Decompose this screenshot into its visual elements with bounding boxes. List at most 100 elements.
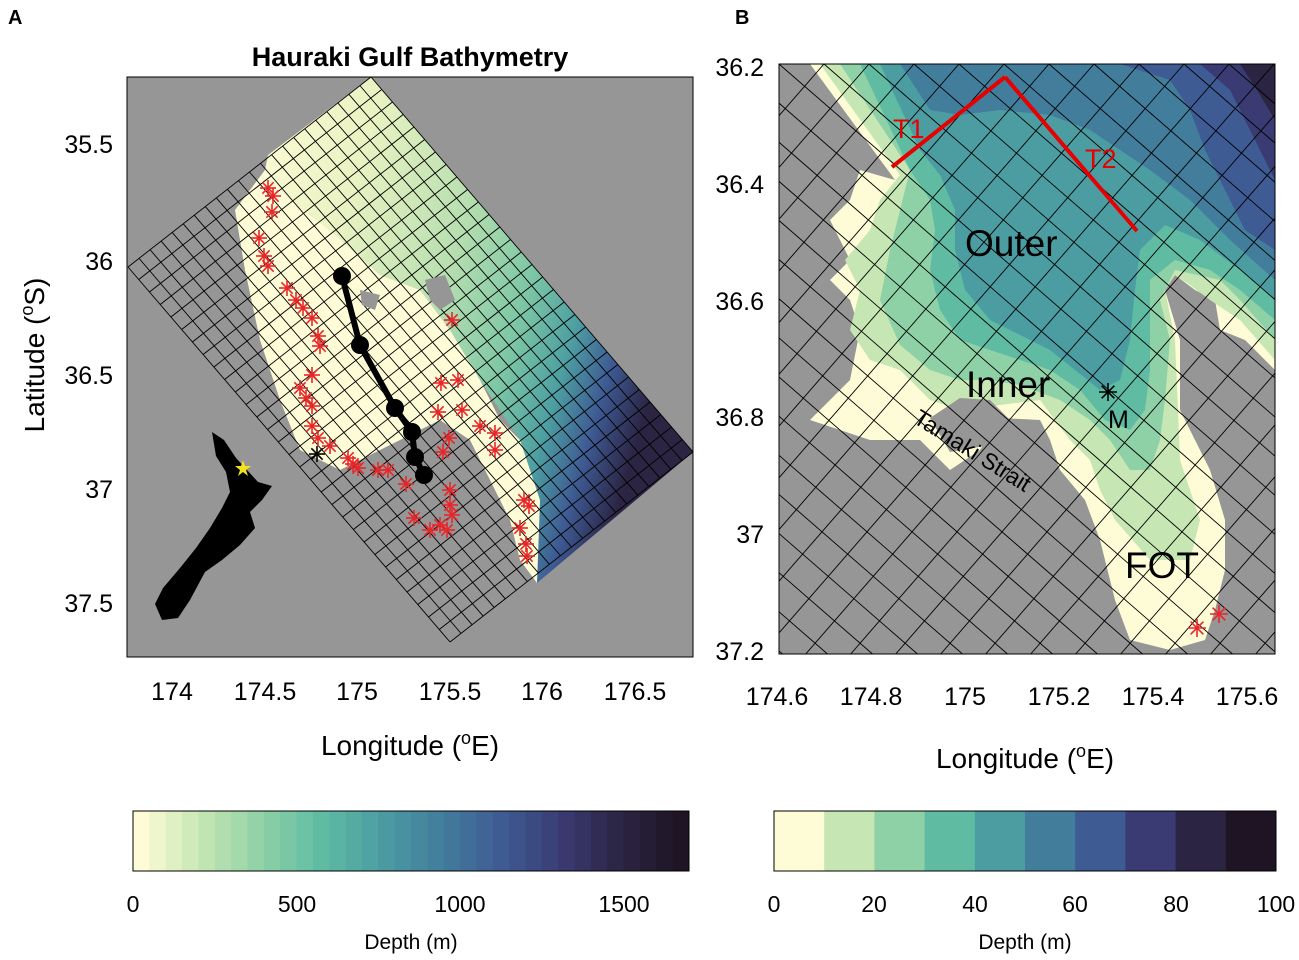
label-inner: Inner xyxy=(966,364,1050,405)
label-t2: T2 xyxy=(1085,144,1117,174)
asterisk-marker xyxy=(398,476,414,492)
asterisk-marker xyxy=(435,444,451,460)
x-tick-label: 174.8 xyxy=(840,683,903,711)
grid-line xyxy=(779,64,1185,531)
asterisk-marker xyxy=(1099,383,1117,401)
grid-line xyxy=(1093,64,1275,222)
grid-line xyxy=(374,364,619,555)
grid-line xyxy=(417,414,662,605)
yellow-star-marker xyxy=(235,460,251,476)
new-zealand-inset xyxy=(155,432,272,620)
grid-line xyxy=(1030,372,1275,654)
colorbar-swatch xyxy=(182,811,199,871)
x-tick-label: 175.2 xyxy=(1028,683,1091,711)
colorbar-swatch xyxy=(1175,811,1227,871)
y-axis-a-title: Latitude (oS) xyxy=(17,278,50,433)
colorbar-swatch xyxy=(924,811,976,871)
colorbar-swatch xyxy=(394,811,412,871)
model-grid-b xyxy=(779,64,1275,654)
asterisk-marker xyxy=(279,280,295,296)
grid-line xyxy=(868,64,1275,418)
colorbar-tick-label: 1000 xyxy=(434,891,485,917)
grid-line xyxy=(310,289,554,480)
colorbar-swatch xyxy=(247,811,265,871)
asterisk-marker xyxy=(310,328,326,344)
y-tick-label: 36 xyxy=(85,248,113,276)
colorbar-swatch xyxy=(525,811,543,871)
colorbar-swatch xyxy=(656,811,674,871)
colorbar-tick-label: 0 xyxy=(768,891,781,917)
y-tick-label: 36.2 xyxy=(715,54,764,82)
label-outer: Outer xyxy=(965,223,1058,264)
colorbar-a: 0 500 1000 1500 Depth (m) xyxy=(127,810,690,954)
grid-line xyxy=(438,439,683,630)
colorbar-swatch xyxy=(672,811,690,871)
grid-line xyxy=(779,64,1230,582)
map-b: T1 T2 Outer Inner M Tamaki Strait FOT 17… xyxy=(715,54,1279,774)
x-tick-label: 175 xyxy=(944,683,986,711)
colorbar-b-label: Depth (m) xyxy=(978,931,1071,954)
grid-line xyxy=(779,180,1275,614)
colorbar-swatch xyxy=(590,811,608,871)
colorbar-swatch xyxy=(345,811,363,871)
asterisk-marker xyxy=(450,372,466,388)
asterisk-marker xyxy=(260,180,276,196)
grid-line xyxy=(342,326,586,518)
x-tick-label: 176 xyxy=(521,678,563,706)
asterisk-marker xyxy=(487,442,503,458)
grid-line xyxy=(985,320,1275,654)
grid-line xyxy=(127,77,372,268)
water-90m xyxy=(1240,64,1275,120)
x-axis-b: 174.6 174.8 175 175.2 175.4 175.6 xyxy=(746,683,1279,711)
map-a: 174 174.5 175 175.5 176 176.5 35.5 36 36… xyxy=(17,76,694,761)
grid-line xyxy=(235,201,479,393)
grid-line xyxy=(277,251,522,443)
asterisk-marker xyxy=(519,548,535,564)
grid-line xyxy=(779,64,1275,496)
label-fot: FOT xyxy=(1125,545,1199,586)
asterisk-marker xyxy=(518,536,534,552)
grid-line xyxy=(331,314,576,505)
grid-line xyxy=(202,164,447,355)
grid-line xyxy=(396,389,640,580)
grid-line xyxy=(779,415,1053,654)
grid-line xyxy=(779,64,1275,634)
colorbar-a-ticks: 0 500 1000 1500 xyxy=(127,891,650,917)
x-tick-label: 175.6 xyxy=(1216,683,1279,711)
grid-line xyxy=(779,64,1005,324)
colorbar-tick-label: 0 xyxy=(127,891,140,917)
grid-line xyxy=(1165,527,1275,654)
colorbar-swatch xyxy=(492,811,510,871)
island-shape xyxy=(425,275,455,310)
label-t1: T1 xyxy=(893,114,925,144)
panel-a-letter: A xyxy=(8,7,22,29)
grid-line xyxy=(823,64,1275,457)
model-grid xyxy=(127,77,693,643)
asterisk-marker xyxy=(430,404,446,420)
colorbar-tick-label: 20 xyxy=(861,891,887,917)
colorbar-swatch xyxy=(774,811,825,871)
y-tick-label: 36.6 xyxy=(715,288,764,316)
asterisk-marker xyxy=(442,497,458,513)
grid-line xyxy=(779,64,915,220)
island-shape xyxy=(360,290,380,310)
asterisk-marker xyxy=(521,498,537,514)
transect-stations xyxy=(333,267,433,484)
colorbar-swatch xyxy=(361,811,379,871)
colorbar-swatch xyxy=(149,811,167,871)
panel-a-title: Hauraki Gulf Bathymetry xyxy=(252,42,569,72)
colorbar-swatch xyxy=(509,811,526,871)
transect-t1 xyxy=(890,75,1007,169)
grid-line xyxy=(779,141,1275,575)
y-tick-label: 37 xyxy=(85,476,113,504)
asterisk-marker xyxy=(304,398,320,414)
x-tick-label: 174.6 xyxy=(746,683,809,711)
transect-station xyxy=(351,336,369,354)
asterisk-marker xyxy=(1210,605,1228,623)
y-axis-a: 35.5 36 36.5 37 37.5 xyxy=(64,131,113,618)
asterisk-marker xyxy=(304,367,320,383)
grid-line xyxy=(913,64,1275,379)
colorbar-swatch xyxy=(378,811,396,871)
asterisk-marker xyxy=(512,520,528,536)
